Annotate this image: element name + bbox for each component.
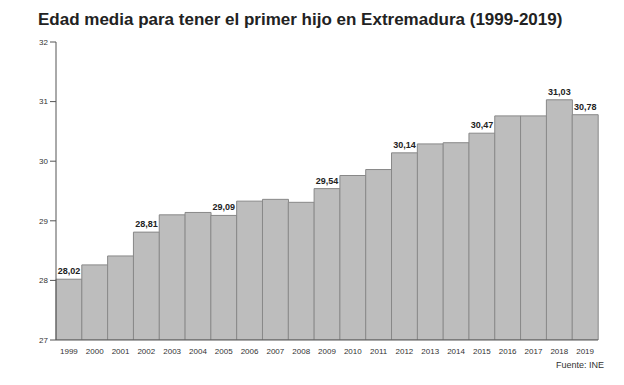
svg-text:30,14: 30,14 [393, 140, 416, 150]
svg-text:27: 27 [39, 336, 48, 345]
svg-text:2019: 2019 [576, 347, 594, 356]
svg-text:1999: 1999 [60, 347, 78, 356]
svg-text:2007: 2007 [266, 347, 284, 356]
svg-text:2017: 2017 [525, 347, 543, 356]
svg-text:2011: 2011 [370, 347, 388, 356]
svg-text:2013: 2013 [421, 347, 439, 356]
svg-text:30,47: 30,47 [471, 120, 494, 130]
svg-text:2002: 2002 [137, 347, 155, 356]
html-text:Fuente: INE: Fuente: INE [556, 360, 604, 370]
svg-text:2009: 2009 [318, 347, 336, 356]
svg-text:2014: 2014 [447, 347, 465, 356]
svg-text:31,03: 31,03 [548, 87, 571, 97]
svg-text:30: 30 [39, 157, 48, 166]
svg-text:2015: 2015 [473, 347, 491, 356]
svg-text:2001: 2001 [112, 347, 130, 356]
html-text:Edad media para tener el prime: Edad media para tener el primer hijo en … [38, 10, 563, 29]
svg-text:28: 28 [39, 276, 48, 285]
svg-text:2004: 2004 [189, 347, 207, 356]
svg-text:29,09: 29,09 [213, 202, 236, 212]
svg-text:2006: 2006 [241, 347, 259, 356]
svg-text:28,81: 28,81 [135, 219, 158, 229]
svg-text:32: 32 [39, 38, 48, 47]
svg-text:30,78: 30,78 [574, 102, 597, 112]
svg-text:2005: 2005 [215, 347, 233, 356]
svg-text:2003: 2003 [163, 347, 181, 356]
svg-text:2000: 2000 [86, 347, 104, 356]
svg-text:31: 31 [39, 97, 48, 106]
svg-text:2008: 2008 [292, 347, 310, 356]
svg-text:2012: 2012 [396, 347, 414, 356]
svg-text:29,54: 29,54 [316, 176, 339, 186]
svg-text:2010: 2010 [344, 347, 362, 356]
svg-text:2018: 2018 [550, 347, 568, 356]
svg-text:2016: 2016 [499, 347, 517, 356]
svg-text:29: 29 [39, 217, 48, 226]
svg-text:28,02: 28,02 [58, 266, 81, 276]
